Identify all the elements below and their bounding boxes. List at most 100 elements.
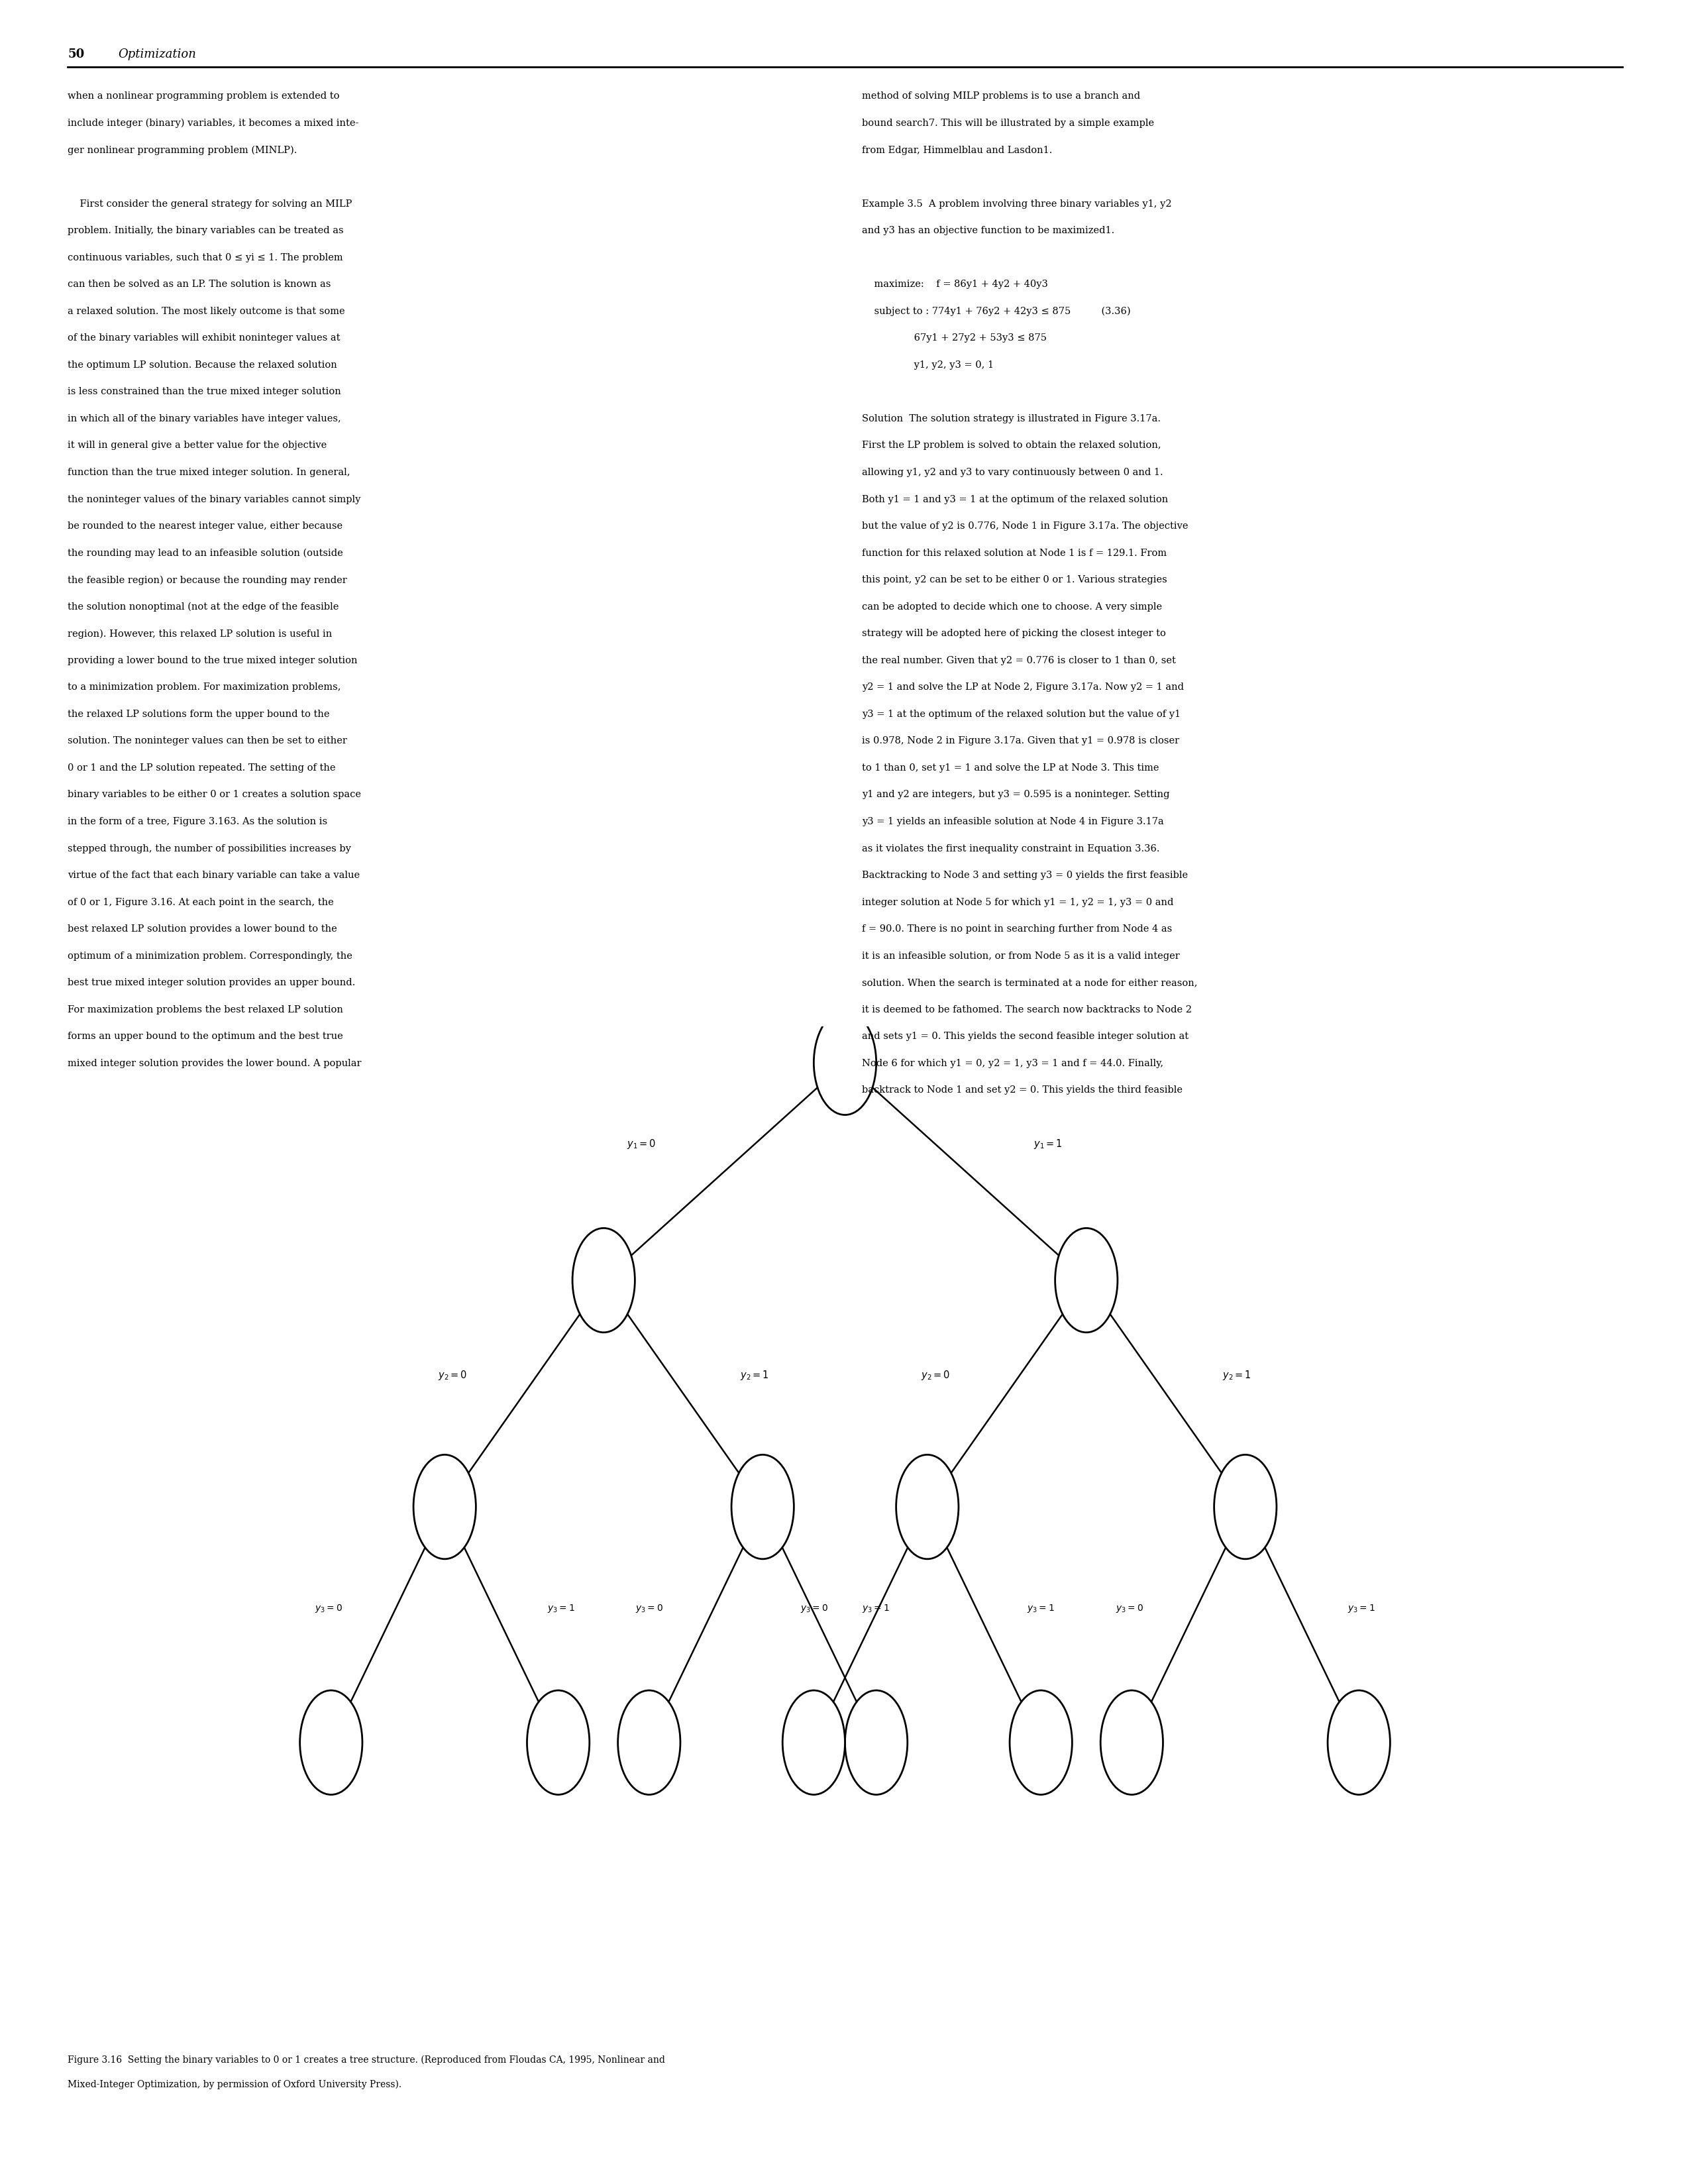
Text: First consider the general strategy for solving an MILP: First consider the general strategy for … bbox=[68, 199, 352, 207]
Ellipse shape bbox=[782, 1690, 845, 1795]
Text: backtrack to Node 1 and set y2 = 0. This yields the third feasible: backtrack to Node 1 and set y2 = 0. This… bbox=[862, 1085, 1183, 1094]
Text: ger nonlinear programming problem (MINLP).: ger nonlinear programming problem (MINLP… bbox=[68, 146, 297, 155]
Ellipse shape bbox=[1328, 1690, 1391, 1795]
Text: the relaxed LP solutions form the upper bound to the: the relaxed LP solutions form the upper … bbox=[68, 710, 330, 719]
Text: 0 or 1 and the LP solution repeated. The setting of the: 0 or 1 and the LP solution repeated. The… bbox=[68, 764, 336, 773]
Text: be rounded to the nearest integer value, either because: be rounded to the nearest integer value,… bbox=[68, 522, 343, 531]
Text: $y_1=0$: $y_1=0$ bbox=[627, 1138, 656, 1151]
Text: the solution nonoptimal (not at the edge of the feasible: the solution nonoptimal (not at the edge… bbox=[68, 603, 338, 612]
Text: y1, y2, y3 = 0, 1: y1, y2, y3 = 0, 1 bbox=[862, 360, 994, 369]
Text: and y3 has an objective function to be maximized1.: and y3 has an objective function to be m… bbox=[862, 227, 1114, 236]
Text: Backtracking to Node 3 and setting y3 = 0 yields the first feasible: Backtracking to Node 3 and setting y3 = … bbox=[862, 871, 1188, 880]
Text: forms an upper bound to the optimum and the best true: forms an upper bound to the optimum and … bbox=[68, 1033, 343, 1042]
Text: in which all of the binary variables have integer values,: in which all of the binary variables hav… bbox=[68, 415, 341, 424]
Ellipse shape bbox=[299, 1690, 362, 1795]
Text: virtue of the fact that each binary variable can take a value: virtue of the fact that each binary vari… bbox=[68, 871, 360, 880]
Text: it will in general give a better value for the objective: it will in general give a better value f… bbox=[68, 441, 326, 450]
Text: but the value of y2 is 0.776, Node 1 in Figure 3.17a. The objective: but the value of y2 is 0.776, Node 1 in … bbox=[862, 522, 1188, 531]
Ellipse shape bbox=[573, 1227, 635, 1332]
Text: $y_3=1$: $y_3=1$ bbox=[1028, 1603, 1055, 1614]
Text: when a nonlinear programming problem is extended to: when a nonlinear programming problem is … bbox=[68, 92, 340, 100]
Text: 67y1 + 27y2 + 53y3 ≤ 875: 67y1 + 27y2 + 53y3 ≤ 875 bbox=[862, 334, 1046, 343]
Text: $y_3=0$: $y_3=0$ bbox=[1115, 1603, 1142, 1614]
Ellipse shape bbox=[896, 1455, 958, 1559]
Ellipse shape bbox=[1055, 1227, 1117, 1332]
Text: First the LP problem is solved to obtain the relaxed solution,: First the LP problem is solved to obtain… bbox=[862, 441, 1161, 450]
Ellipse shape bbox=[1009, 1690, 1071, 1795]
Text: function than the true mixed integer solution. In general,: function than the true mixed integer sol… bbox=[68, 467, 350, 476]
Text: the real number. Given that y2 = 0.776 is closer to 1 than 0, set: the real number. Given that y2 = 0.776 i… bbox=[862, 655, 1176, 666]
Text: Both y1 = 1 and y3 = 1 at the optimum of the relaxed solution: Both y1 = 1 and y3 = 1 at the optimum of… bbox=[862, 496, 1168, 505]
Text: $y_3=1$: $y_3=1$ bbox=[862, 1603, 889, 1614]
Text: this point, y2 can be set to be either 0 or 1. Various strategies: this point, y2 can be set to be either 0… bbox=[862, 574, 1168, 585]
Ellipse shape bbox=[815, 1011, 875, 1114]
Text: $y_2=1$: $y_2=1$ bbox=[1222, 1369, 1252, 1382]
Text: $y_2=1$: $y_2=1$ bbox=[740, 1369, 769, 1382]
Text: strategy will be adopted here of picking the closest integer to: strategy will be adopted here of picking… bbox=[862, 629, 1166, 638]
Text: the rounding may lead to an infeasible solution (outside: the rounding may lead to an infeasible s… bbox=[68, 548, 343, 557]
Text: $y_2=0$: $y_2=0$ bbox=[438, 1369, 468, 1382]
Text: as it violates the first inequality constraint in Equation 3.36.: as it violates the first inequality cons… bbox=[862, 843, 1159, 854]
Text: $y_1=1$: $y_1=1$ bbox=[1034, 1138, 1063, 1151]
Text: Optimization: Optimization bbox=[118, 48, 196, 61]
Text: $y_3=0$: $y_3=0$ bbox=[635, 1603, 662, 1614]
Text: best true mixed integer solution provides an upper bound.: best true mixed integer solution provide… bbox=[68, 978, 355, 987]
Text: $y_3=0$: $y_3=0$ bbox=[799, 1603, 828, 1614]
Text: integer solution at Node 5 for which y1 = 1, y2 = 1, y3 = 0 and: integer solution at Node 5 for which y1 … bbox=[862, 898, 1173, 906]
Text: the feasible region) or because the rounding may render: the feasible region) or because the roun… bbox=[68, 574, 346, 585]
Text: include integer (binary) variables, it becomes a mixed inte-: include integer (binary) variables, it b… bbox=[68, 118, 358, 129]
Text: $y_2=0$: $y_2=0$ bbox=[921, 1369, 950, 1382]
Text: Mixed-Integer Optimization, by permission of Oxford University Press).: Mixed-Integer Optimization, by permissio… bbox=[68, 2079, 402, 2090]
Text: stepped through, the number of possibilities increases by: stepped through, the number of possibili… bbox=[68, 843, 352, 854]
Text: maximize:    f = 86y1 + 4y2 + 40y3: maximize: f = 86y1 + 4y2 + 40y3 bbox=[862, 280, 1048, 288]
Text: Figure 3.16  Setting the binary variables to 0 or 1 creates a tree structure. (R: Figure 3.16 Setting the binary variables… bbox=[68, 2055, 666, 2064]
Text: bound search7. This will be illustrated by a simple example: bound search7. This will be illustrated … bbox=[862, 118, 1154, 129]
Ellipse shape bbox=[845, 1690, 908, 1795]
Text: method of solving MILP problems is to use a branch and: method of solving MILP problems is to us… bbox=[862, 92, 1141, 100]
Text: it is deemed to be fathomed. The search now backtracks to Node 2: it is deemed to be fathomed. The search … bbox=[862, 1005, 1191, 1013]
Ellipse shape bbox=[414, 1455, 477, 1559]
Text: it is an infeasible solution, or from Node 5 as it is a valid integer: it is an infeasible solution, or from No… bbox=[862, 952, 1180, 961]
Text: Example 3.5  A problem involving three binary variables y1, y2: Example 3.5 A problem involving three bi… bbox=[862, 199, 1171, 207]
Text: providing a lower bound to the true mixed integer solution: providing a lower bound to the true mixe… bbox=[68, 655, 358, 666]
Text: solution. When the search is terminated at a node for either reason,: solution. When the search is terminated … bbox=[862, 978, 1198, 987]
Ellipse shape bbox=[1100, 1690, 1163, 1795]
Text: Solution  The solution strategy is illustrated in Figure 3.17a.: Solution The solution strategy is illust… bbox=[862, 415, 1161, 424]
Text: the optimum LP solution. Because the relaxed solution: the optimum LP solution. Because the rel… bbox=[68, 360, 336, 369]
Text: continuous variables, such that 0 ≤ yi ≤ 1. The problem: continuous variables, such that 0 ≤ yi ≤… bbox=[68, 253, 343, 262]
Text: y3 = 1 yields an infeasible solution at Node 4 in Figure 3.17a: y3 = 1 yields an infeasible solution at … bbox=[862, 817, 1164, 826]
Text: For maximization problems the best relaxed LP solution: For maximization problems the best relax… bbox=[68, 1005, 343, 1013]
Text: optimum of a minimization problem. Correspondingly, the: optimum of a minimization problem. Corre… bbox=[68, 952, 353, 961]
Text: Node 6 for which y1 = 0, y2 = 1, y3 = 1 and f = 44.0. Finally,: Node 6 for which y1 = 0, y2 = 1, y3 = 1 … bbox=[862, 1059, 1163, 1068]
Text: $y_3=1$: $y_3=1$ bbox=[1347, 1603, 1376, 1614]
Text: from Edgar, Himmelblau and Lasdon1.: from Edgar, Himmelblau and Lasdon1. bbox=[862, 146, 1053, 155]
Text: $y_3=0$: $y_3=0$ bbox=[314, 1603, 343, 1614]
Text: function for this relaxed solution at Node 1 is f = 129.1. From: function for this relaxed solution at No… bbox=[862, 548, 1166, 557]
Text: f = 90.0. There is no point in searching further from Node 4 as: f = 90.0. There is no point in searching… bbox=[862, 924, 1173, 935]
Text: solution. The noninteger values can then be set to either: solution. The noninteger values can then… bbox=[68, 736, 346, 745]
Text: in the form of a tree, Figure 3.163. As the solution is: in the form of a tree, Figure 3.163. As … bbox=[68, 817, 328, 826]
Ellipse shape bbox=[619, 1690, 681, 1795]
Text: region). However, this relaxed LP solution is useful in: region). However, this relaxed LP soluti… bbox=[68, 629, 333, 638]
Text: a relaxed solution. The most likely outcome is that some: a relaxed solution. The most likely outc… bbox=[68, 306, 345, 317]
Ellipse shape bbox=[527, 1690, 590, 1795]
Text: of the binary variables will exhibit noninteger values at: of the binary variables will exhibit non… bbox=[68, 334, 340, 343]
Text: and sets y1 = 0. This yields the second feasible integer solution at: and sets y1 = 0. This yields the second … bbox=[862, 1033, 1188, 1042]
Text: y2 = 1 and solve the LP at Node 2, Figure 3.17a. Now y2 = 1 and: y2 = 1 and solve the LP at Node 2, Figur… bbox=[862, 684, 1185, 692]
Text: can then be solved as an LP. The solution is known as: can then be solved as an LP. The solutio… bbox=[68, 280, 331, 288]
Text: 50: 50 bbox=[68, 48, 84, 61]
Text: can be adopted to decide which one to choose. A very simple: can be adopted to decide which one to ch… bbox=[862, 603, 1163, 612]
Text: y3 = 1 at the optimum of the relaxed solution but the value of y1: y3 = 1 at the optimum of the relaxed sol… bbox=[862, 710, 1181, 719]
Text: y1 and y2 are integers, but y3 = 0.595 is a noninteger. Setting: y1 and y2 are integers, but y3 = 0.595 i… bbox=[862, 791, 1169, 799]
Text: is less constrained than the true mixed integer solution: is less constrained than the true mixed … bbox=[68, 387, 341, 397]
Text: allowing y1, y2 and y3 to vary continuously between 0 and 1.: allowing y1, y2 and y3 to vary continuou… bbox=[862, 467, 1163, 476]
Text: subject to : 774y1 + 76y2 + 42y3 ≤ 875          (3.36): subject to : 774y1 + 76y2 + 42y3 ≤ 875 (… bbox=[862, 306, 1131, 317]
Text: of 0 or 1, Figure 3.16. At each point in the search, the: of 0 or 1, Figure 3.16. At each point in… bbox=[68, 898, 333, 906]
Text: mixed integer solution provides the lower bound. A popular: mixed integer solution provides the lowe… bbox=[68, 1059, 362, 1068]
Ellipse shape bbox=[732, 1455, 794, 1559]
Text: is 0.978, Node 2 in Figure 3.17a. Given that y1 = 0.978 is closer: is 0.978, Node 2 in Figure 3.17a. Given … bbox=[862, 736, 1180, 745]
Text: to 1 than 0, set y1 = 1 and solve the LP at Node 3. This time: to 1 than 0, set y1 = 1 and solve the LP… bbox=[862, 764, 1159, 773]
Text: the noninteger values of the binary variables cannot simply: the noninteger values of the binary vari… bbox=[68, 496, 360, 505]
Text: $y_3=1$: $y_3=1$ bbox=[548, 1603, 575, 1614]
Ellipse shape bbox=[1213, 1455, 1276, 1559]
